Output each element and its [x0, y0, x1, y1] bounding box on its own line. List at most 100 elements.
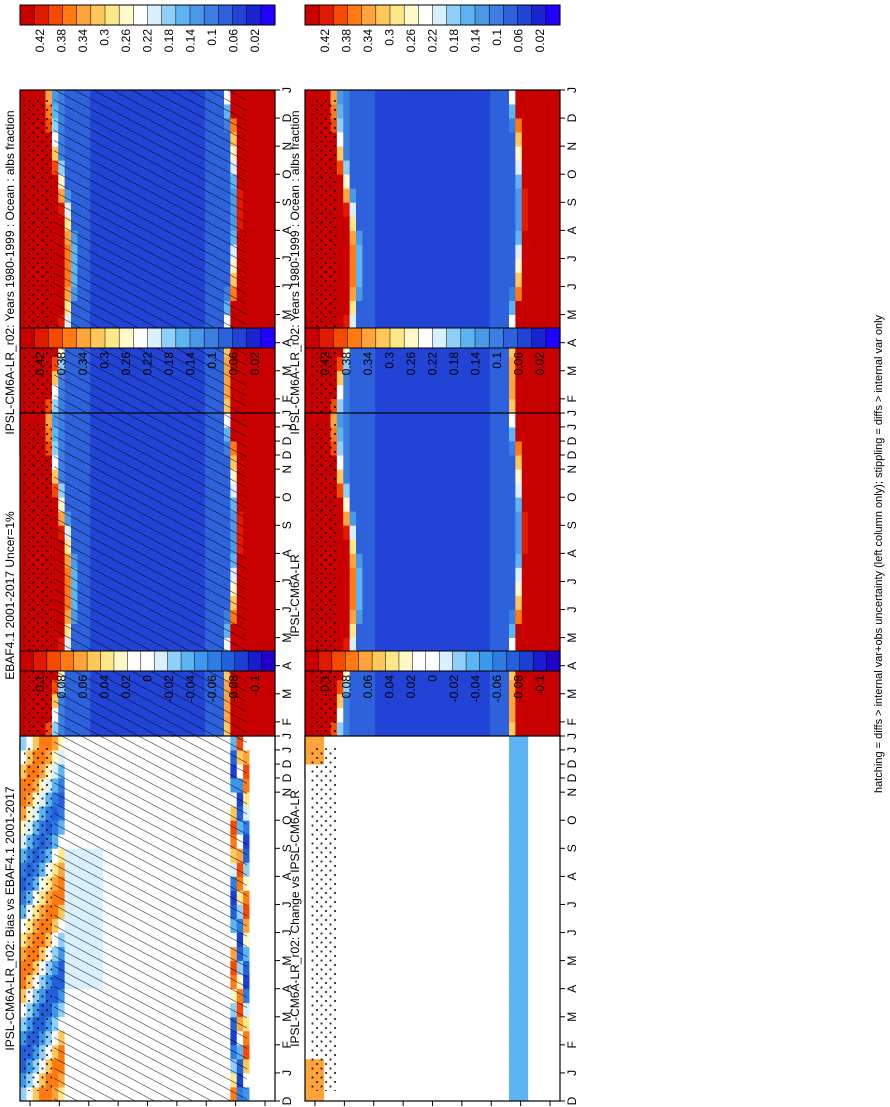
heatmap-cell: [255, 118, 263, 133]
heatmap-cell: [509, 188, 516, 203]
heatmap-cell: [45, 90, 53, 105]
heatmap-cell: [356, 132, 363, 147]
heatmap-cell: [268, 104, 276, 119]
colorbar-label: 0.06: [227, 29, 241, 53]
heatmap-cell: [262, 188, 270, 203]
month-tick-label: J: [565, 284, 579, 290]
heatmap-cell: [515, 90, 523, 105]
colorbar-label: 0.02: [248, 29, 262, 53]
heatmap-cell: [381, 441, 389, 456]
heatmap-cell: [407, 539, 414, 554]
heatmap-cell: [305, 258, 312, 273]
heatmap-cell: [509, 679, 516, 695]
heatmap-cell: [521, 721, 529, 737]
heatmap-cell: [502, 707, 510, 723]
heatmap-cell: [394, 258, 402, 273]
heatmap-cell: [496, 300, 504, 316]
heatmap-cell: [547, 286, 555, 301]
heatmap-cell: [349, 146, 357, 161]
colorbar-label: 0.22: [426, 29, 440, 53]
heatmap-cell: [521, 258, 529, 273]
heatmap-cell: [445, 370, 453, 386]
heatmap-cell: [432, 160, 440, 175]
heatmap-cell: [375, 244, 382, 259]
heatmap-cell: [356, 356, 363, 372]
heatmap-cell: [470, 679, 478, 695]
heatmap-cell: [509, 258, 516, 273]
heatmap-cell: [362, 384, 370, 400]
heatmap-cell: [483, 300, 491, 316]
heatmap-cell: [464, 104, 472, 119]
heatmap-cell: [477, 244, 484, 259]
heatmap-cell: [249, 946, 257, 962]
heatmap-cell: [477, 230, 484, 245]
heatmap-cell: [451, 469, 459, 484]
heatmap-cell: [540, 567, 548, 582]
heatmap-cell: [368, 90, 376, 105]
heatmap-cell: [502, 90, 510, 105]
heatmap-cell: [451, 146, 459, 161]
stippling-overlay: [309, 423, 337, 768]
heatmap-cell: [343, 342, 351, 358]
heatmap-cell: [262, 202, 270, 217]
heatmap-cell: [413, 497, 421, 512]
heatmap-cell: [413, 511, 421, 526]
heatmap-cell: [249, 665, 257, 681]
heatmap-cell: [305, 637, 312, 653]
heatmap-cell: [509, 272, 516, 287]
colorbar-label: 0.38: [340, 352, 354, 376]
heatmap-cell: [540, 469, 548, 484]
heatmap-cell: [262, 244, 270, 259]
heatmap-cell: [553, 118, 561, 133]
heatmap-cell: [336, 230, 344, 245]
heatmap-cell: [394, 286, 402, 301]
heatmap-cell: [262, 1058, 270, 1074]
heatmap-cell: [394, 413, 402, 428]
heatmap-cell: [368, 581, 376, 596]
month-tick-label: J: [565, 747, 579, 753]
heatmap-cell: [362, 174, 370, 189]
heatmap-cell: [547, 679, 555, 695]
heatmap-cell: [381, 679, 389, 695]
heatmap-cell: [356, 595, 363, 610]
heatmap-cell: [362, 525, 370, 540]
heatmap-cell: [394, 188, 402, 203]
heatmap-cell: [368, 455, 376, 470]
heatmap-cell: [489, 707, 497, 723]
heatmap-cell: [540, 342, 548, 358]
month-tick-label: J: [565, 410, 579, 416]
heatmap-cell: [336, 595, 344, 610]
heatmap-cell: [528, 104, 535, 119]
heatmap-cell: [528, 314, 535, 330]
heatmap-cell: [553, 455, 561, 470]
heatmap-cell: [262, 104, 270, 119]
heatmap-cell: [262, 230, 270, 245]
heatmap-cell: [496, 595, 504, 610]
colorbar-frame: [19, 4, 276, 26]
heatmap-cell: [483, 370, 491, 386]
heatmap-cell: [547, 188, 555, 203]
month-tick-label: O: [565, 493, 579, 502]
heatmap-cell: [515, 202, 523, 217]
heatmap-cell: [387, 90, 395, 105]
heatmap-cell: [451, 413, 459, 428]
heatmap-cell: [528, 539, 535, 554]
heatmap-cell: [262, 609, 270, 624]
heatmap-cell: [470, 623, 478, 639]
stippling-overlay: [24, 100, 52, 445]
heatmap-cell: [483, 567, 491, 582]
heatmap-cell: [483, 230, 491, 245]
heatmap-cell: [336, 118, 344, 133]
heatmap-cell: [305, 300, 312, 316]
heatmap-cell: [419, 553, 427, 568]
heatmap-cell: [528, 483, 535, 498]
heatmap-cell: [553, 609, 561, 624]
heatmap-cell: [336, 216, 344, 231]
heatmap-cell: [502, 427, 510, 442]
heatmap-cell: [268, 342, 276, 358]
heatmap-cell: [515, 679, 523, 695]
heatmap-cell: [521, 174, 529, 189]
heatmap-cell: [400, 427, 408, 442]
heatmap-cell: [362, 609, 370, 624]
heatmap-cell: [470, 595, 478, 610]
